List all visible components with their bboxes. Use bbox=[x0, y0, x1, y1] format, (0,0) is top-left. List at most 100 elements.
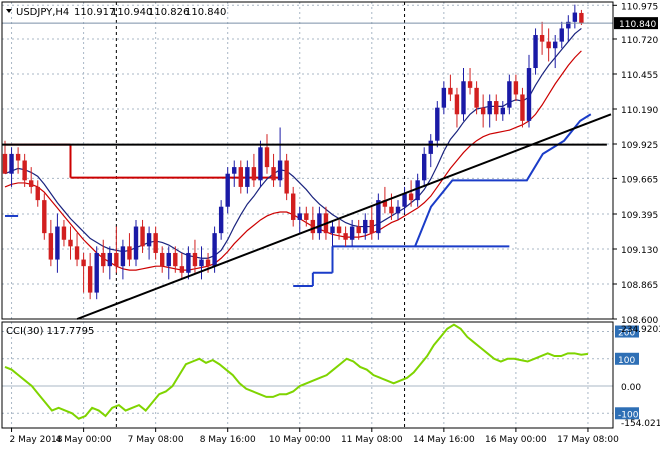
candle-body bbox=[173, 252, 178, 267]
candle-body bbox=[166, 252, 171, 267]
candle-body bbox=[205, 259, 211, 267]
candle-body bbox=[258, 147, 263, 181]
cci-levels bbox=[2, 331, 613, 414]
candle-body bbox=[218, 206, 224, 234]
ohlc-open: 110.917 bbox=[74, 7, 115, 18]
candle-body bbox=[317, 213, 322, 234]
candle-body bbox=[454, 94, 460, 115]
cci-level-label: -100 bbox=[618, 410, 639, 420]
cci-indicator-label: CCI(30) 117.7795 bbox=[6, 326, 94, 337]
candle-body bbox=[107, 252, 112, 267]
candle-body bbox=[232, 167, 237, 174]
price-tick-label: 110.455 bbox=[621, 71, 658, 81]
candle-body bbox=[225, 173, 230, 207]
candle-body bbox=[408, 193, 414, 201]
candle-body bbox=[48, 233, 54, 260]
candle-body bbox=[572, 12, 578, 22]
candle-body bbox=[330, 226, 335, 234]
cci-level-label: 0.00 bbox=[621, 383, 641, 393]
time-tick-label: 11 May 08:00 bbox=[341, 435, 403, 445]
price-tick-label: 108.600 bbox=[621, 316, 658, 326]
candle-body bbox=[212, 233, 217, 267]
candle-body bbox=[291, 193, 296, 220]
candle-body bbox=[520, 94, 525, 121]
cci-plot bbox=[4, 323, 589, 420]
candle-body bbox=[29, 180, 34, 187]
candle-body bbox=[199, 259, 204, 267]
cci-level-label: 100 bbox=[618, 356, 635, 366]
candle-body bbox=[61, 226, 67, 240]
candle-body bbox=[448, 87, 453, 95]
candle-body bbox=[428, 140, 433, 154]
candle-body bbox=[553, 41, 558, 49]
candle-body bbox=[133, 226, 139, 260]
price-tick-label: 109.665 bbox=[621, 175, 658, 185]
candle-body bbox=[369, 219, 374, 234]
candle-body bbox=[559, 28, 564, 42]
chevron-down-icon[interactable] bbox=[6, 9, 12, 13]
candle-body bbox=[435, 107, 440, 141]
price-axis: 110.975 110.720 110.455 110.190 109.925 109.6… bbox=[613, 2, 658, 326]
candle-body bbox=[579, 12, 584, 24]
price-tick-label: 109.395 bbox=[621, 211, 658, 221]
candle-body bbox=[422, 153, 427, 181]
candle-body bbox=[9, 153, 14, 174]
candle-body bbox=[153, 233, 158, 253]
candle-body bbox=[277, 160, 283, 181]
candles bbox=[2, 4, 584, 300]
candle-body bbox=[55, 226, 60, 260]
candle-body bbox=[251, 167, 257, 181]
candle-body bbox=[94, 252, 99, 293]
candle-body bbox=[284, 160, 289, 194]
lower-channel-rise bbox=[414, 113, 592, 247]
candle-body bbox=[2, 153, 8, 174]
cci-level-box bbox=[615, 352, 639, 365]
candle-body bbox=[192, 252, 198, 267]
candle-body bbox=[15, 153, 21, 161]
chart-header[interactable]: USDJPY,H4 110.917 110.940 110.826 110.84… bbox=[6, 7, 226, 18]
time-tick-label: 7 May 08:00 bbox=[128, 435, 184, 445]
candle-body bbox=[402, 193, 407, 207]
cci-line bbox=[4, 323, 589, 420]
candle-body bbox=[271, 167, 276, 181]
price-tick-label: 108.865 bbox=[621, 281, 658, 291]
moving-average-line bbox=[4, 27, 582, 259]
time-tick-label: 14 May 16:00 bbox=[413, 435, 475, 445]
candle-body bbox=[395, 206, 401, 214]
ohlc-high: 110.940 bbox=[111, 7, 152, 18]
candle-body bbox=[127, 246, 132, 260]
candle-body bbox=[376, 200, 381, 234]
cci-scale-top: 234.9203 bbox=[621, 325, 660, 335]
candle-body bbox=[533, 35, 538, 69]
last-price-label: 110.840 bbox=[619, 20, 656, 30]
price-pane-frame bbox=[1, 1, 614, 320]
cci-level-box bbox=[615, 407, 639, 420]
candle-body bbox=[480, 107, 486, 115]
candle-body bbox=[487, 101, 492, 115]
candle-body bbox=[310, 219, 316, 234]
price-tick-label: 110.190 bbox=[621, 106, 658, 116]
cci-axis: 200 100 0.00 -100 234.9203 -154.0212 bbox=[615, 325, 660, 429]
cci-scale-bottom: -154.0212 bbox=[621, 419, 660, 429]
candle-body bbox=[356, 226, 361, 234]
candle-body bbox=[415, 180, 420, 201]
candle-body bbox=[74, 246, 80, 260]
candle-body bbox=[245, 167, 250, 187]
candle-body bbox=[349, 226, 355, 240]
candle-body bbox=[186, 252, 191, 273]
time-tick-label: 10 May 00:00 bbox=[269, 435, 331, 445]
cci-level-label: 200 bbox=[618, 329, 635, 339]
time-tick-label: 2 May 2018 bbox=[10, 435, 63, 445]
candle-body bbox=[474, 87, 479, 108]
candle-body bbox=[526, 68, 532, 121]
candle-body bbox=[513, 81, 519, 95]
candle-body bbox=[336, 226, 342, 234]
candle-body bbox=[264, 147, 270, 168]
price-tick-label: 110.720 bbox=[621, 36, 658, 46]
candle-body bbox=[81, 259, 86, 267]
candle-body bbox=[140, 226, 145, 247]
candle-body bbox=[22, 160, 27, 181]
candle-body bbox=[101, 252, 106, 267]
candle-body bbox=[566, 21, 571, 29]
